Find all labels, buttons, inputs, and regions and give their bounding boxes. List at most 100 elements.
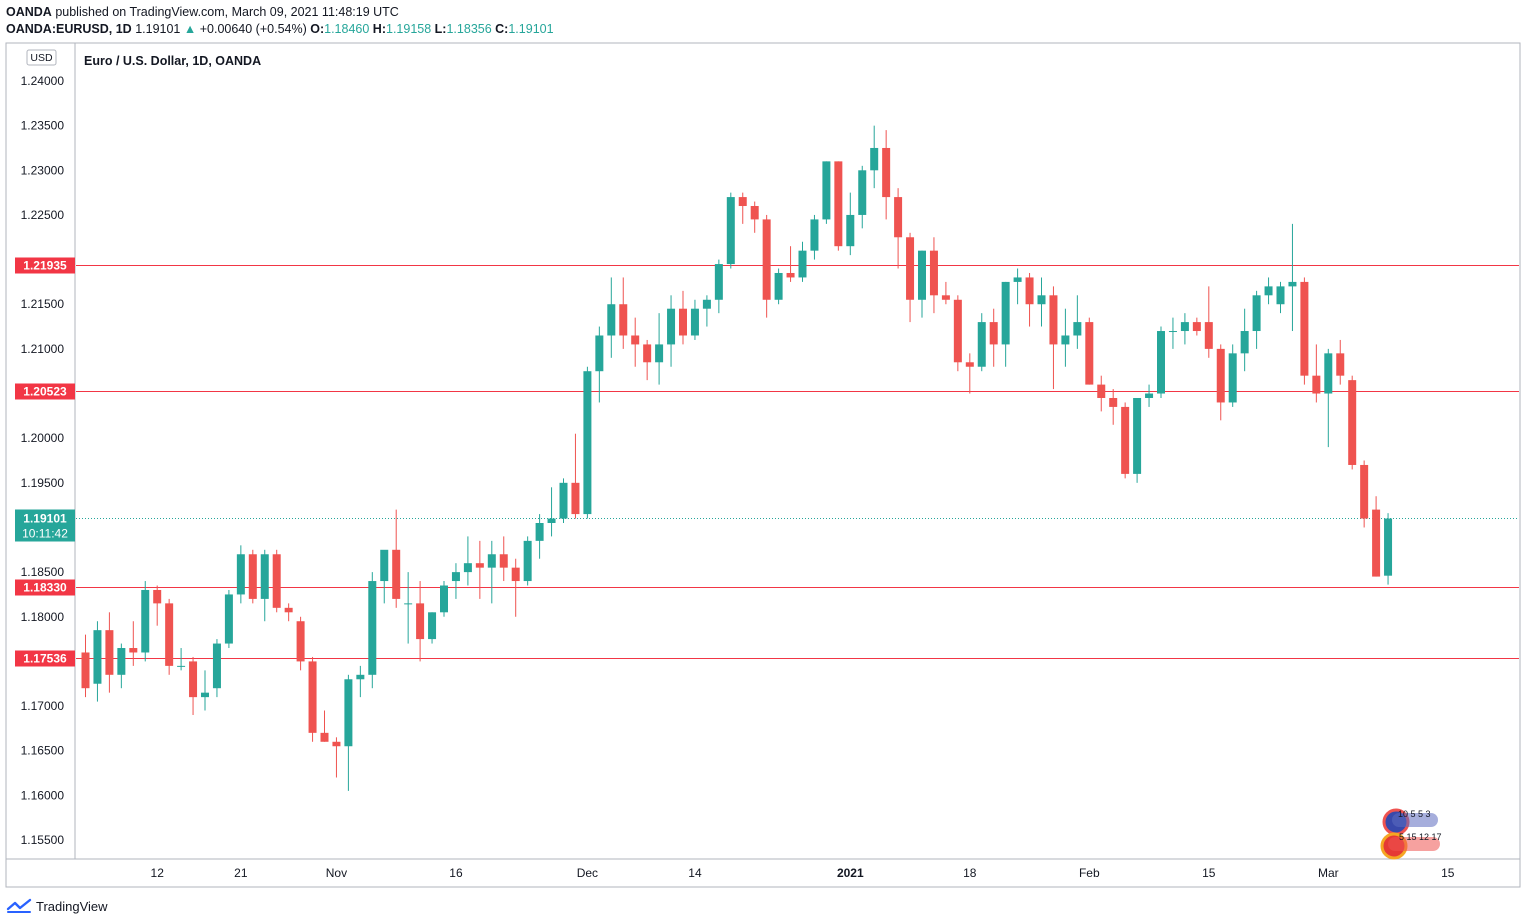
candle (296, 616, 305, 671)
chart-title: Euro / U.S. Dollar, 1D, OANDA (84, 54, 261, 68)
candle-body (810, 219, 819, 251)
candle-body (965, 362, 974, 367)
candle-body (1252, 295, 1261, 332)
open-label: O: (310, 22, 325, 36)
candle (1133, 397, 1142, 483)
x-tick-label: 15 (1441, 866, 1455, 880)
candle (1312, 344, 1321, 403)
candle-body (416, 603, 425, 640)
candle-body (941, 295, 950, 300)
candle (224, 589, 233, 649)
candle-body (1001, 281, 1010, 345)
candle-body (296, 621, 305, 662)
candle (284, 603, 293, 622)
candle-body (487, 554, 496, 568)
last-price-badge (15, 509, 75, 542)
candle-body (320, 732, 329, 742)
candle (1109, 389, 1118, 425)
low-value: 1.18356 (446, 22, 492, 36)
candle-body (1228, 353, 1237, 403)
candle (559, 478, 568, 524)
candle-body (511, 567, 520, 582)
time-axis[interactable]: 12 21 Nov 16 Dec 14 2021 18 Feb 15 Mar 15 (151, 866, 1455, 880)
candle-body (953, 299, 962, 363)
candle-body (248, 554, 257, 599)
candle (1288, 223, 1297, 332)
candle-body (774, 272, 783, 300)
candle (368, 572, 377, 689)
candle-body (451, 572, 460, 582)
y-tick-label: 1.15500 (21, 833, 65, 847)
candle-body (189, 661, 198, 698)
candle-body (1384, 518, 1393, 576)
candle-body (679, 308, 687, 336)
candle-body (440, 585, 448, 613)
candle-body (1073, 322, 1082, 336)
up-arrow-icon: ▲ (183, 22, 197, 36)
candle (858, 165, 867, 229)
candle (1061, 308, 1070, 367)
level-price-label (15, 257, 75, 274)
candle-body (165, 603, 174, 666)
candle-body (1180, 322, 1189, 332)
ohlc-legend: OANDA:EURUSD, 1D 1.19101 ▲ +0.00640 (+0.… (6, 22, 554, 36)
candle (177, 648, 186, 671)
candle (1157, 326, 1165, 398)
candle (416, 581, 425, 662)
y-tick-label: 1.23500 (21, 119, 65, 133)
y-tick-label: 1.16500 (21, 744, 65, 758)
candle-body (918, 250, 926, 300)
candle-body (1192, 322, 1201, 332)
candle (189, 656, 198, 715)
candle-body (1085, 322, 1094, 385)
candle (571, 433, 580, 519)
currency-badge-text: USD (30, 52, 53, 64)
candle (1324, 348, 1333, 448)
high-value: 1.19158 (386, 22, 432, 36)
candle-body (929, 250, 938, 296)
candle-body (380, 549, 389, 582)
candle (1336, 339, 1345, 385)
candle (607, 277, 616, 358)
candle (1276, 281, 1285, 314)
candle-body (714, 264, 723, 300)
currency-badge[interactable] (26, 49, 57, 66)
candle-body (1109, 397, 1118, 407)
candle (906, 232, 915, 323)
candle-body (595, 335, 604, 372)
candle (117, 643, 126, 689)
candle (212, 639, 221, 698)
economic-events-icon[interactable]: 10 5 5 3 5 15 12 17 (1380, 808, 1442, 860)
candle-body (667, 308, 676, 345)
last-price: 1.19101 (135, 22, 181, 36)
candle-body (499, 554, 508, 568)
candle (93, 621, 102, 702)
candle (1240, 308, 1249, 372)
published-text: published on TradingView.com, March 09, … (55, 5, 399, 19)
events-count-row2: 5 15 12 17 (1399, 832, 1442, 842)
y-tick-label: 1.21500 (21, 297, 65, 311)
x-tick-label: 12 (151, 866, 165, 880)
x-tick-label: Feb (1079, 866, 1100, 880)
candle (1097, 375, 1106, 412)
candle-body (870, 147, 879, 171)
candle-body (583, 371, 592, 515)
candle (941, 281, 950, 305)
candle-body (1324, 353, 1333, 394)
tradingview-brand[interactable]: TradingView (6, 898, 108, 914)
price-axis[interactable]: 1.24000 1.23500 1.23000 1.22500 1.21500 1.210… (21, 74, 65, 847)
candle-body (894, 197, 903, 238)
candle-body (1168, 331, 1177, 333)
candle (846, 192, 855, 256)
candle-body (858, 170, 867, 215)
candle (308, 656, 317, 742)
candle (380, 549, 389, 604)
x-tick-label: 2021 (837, 866, 864, 880)
candle (1204, 286, 1213, 358)
candle-body (475, 563, 484, 568)
candle (965, 353, 974, 394)
candle-body (977, 322, 986, 367)
candle-body (655, 344, 664, 363)
candle (1192, 317, 1201, 336)
